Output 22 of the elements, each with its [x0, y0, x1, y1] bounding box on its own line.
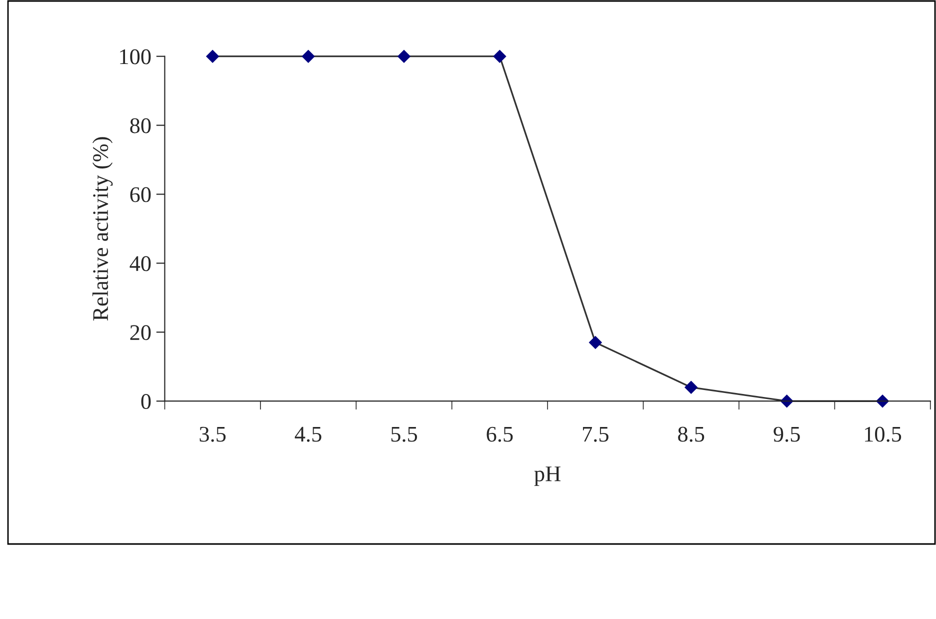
x-tick-label: 7.5	[582, 426, 608, 442]
point	[206, 50, 219, 63]
y-tick-label: 100	[120, 49, 151, 64]
x-tick-label: 8.5	[678, 426, 704, 442]
point	[493, 50, 506, 63]
y-tick-label: 60	[130, 187, 151, 202]
point	[398, 50, 410, 63]
y-axis-title: Relative activity (%)	[92, 137, 113, 321]
y-tick-label: 0	[141, 394, 151, 410]
y-tick-label: 80	[130, 118, 151, 134]
x-tick-label: 3.5	[200, 426, 226, 442]
point	[589, 336, 602, 349]
x-tick-label: 6.5	[486, 426, 513, 442]
point	[684, 380, 698, 394]
x-tick-label: 4.5	[294, 426, 322, 442]
y-tick-label: 40	[130, 256, 151, 272]
x-tick-label: 5.5	[391, 426, 418, 442]
x-axis-title: pH	[534, 466, 560, 486]
y-tick-label: 20	[130, 325, 151, 340]
x-tick-label: 10.5	[865, 426, 902, 442]
point	[302, 50, 315, 63]
x-tick-label: 9.5	[774, 426, 800, 442]
